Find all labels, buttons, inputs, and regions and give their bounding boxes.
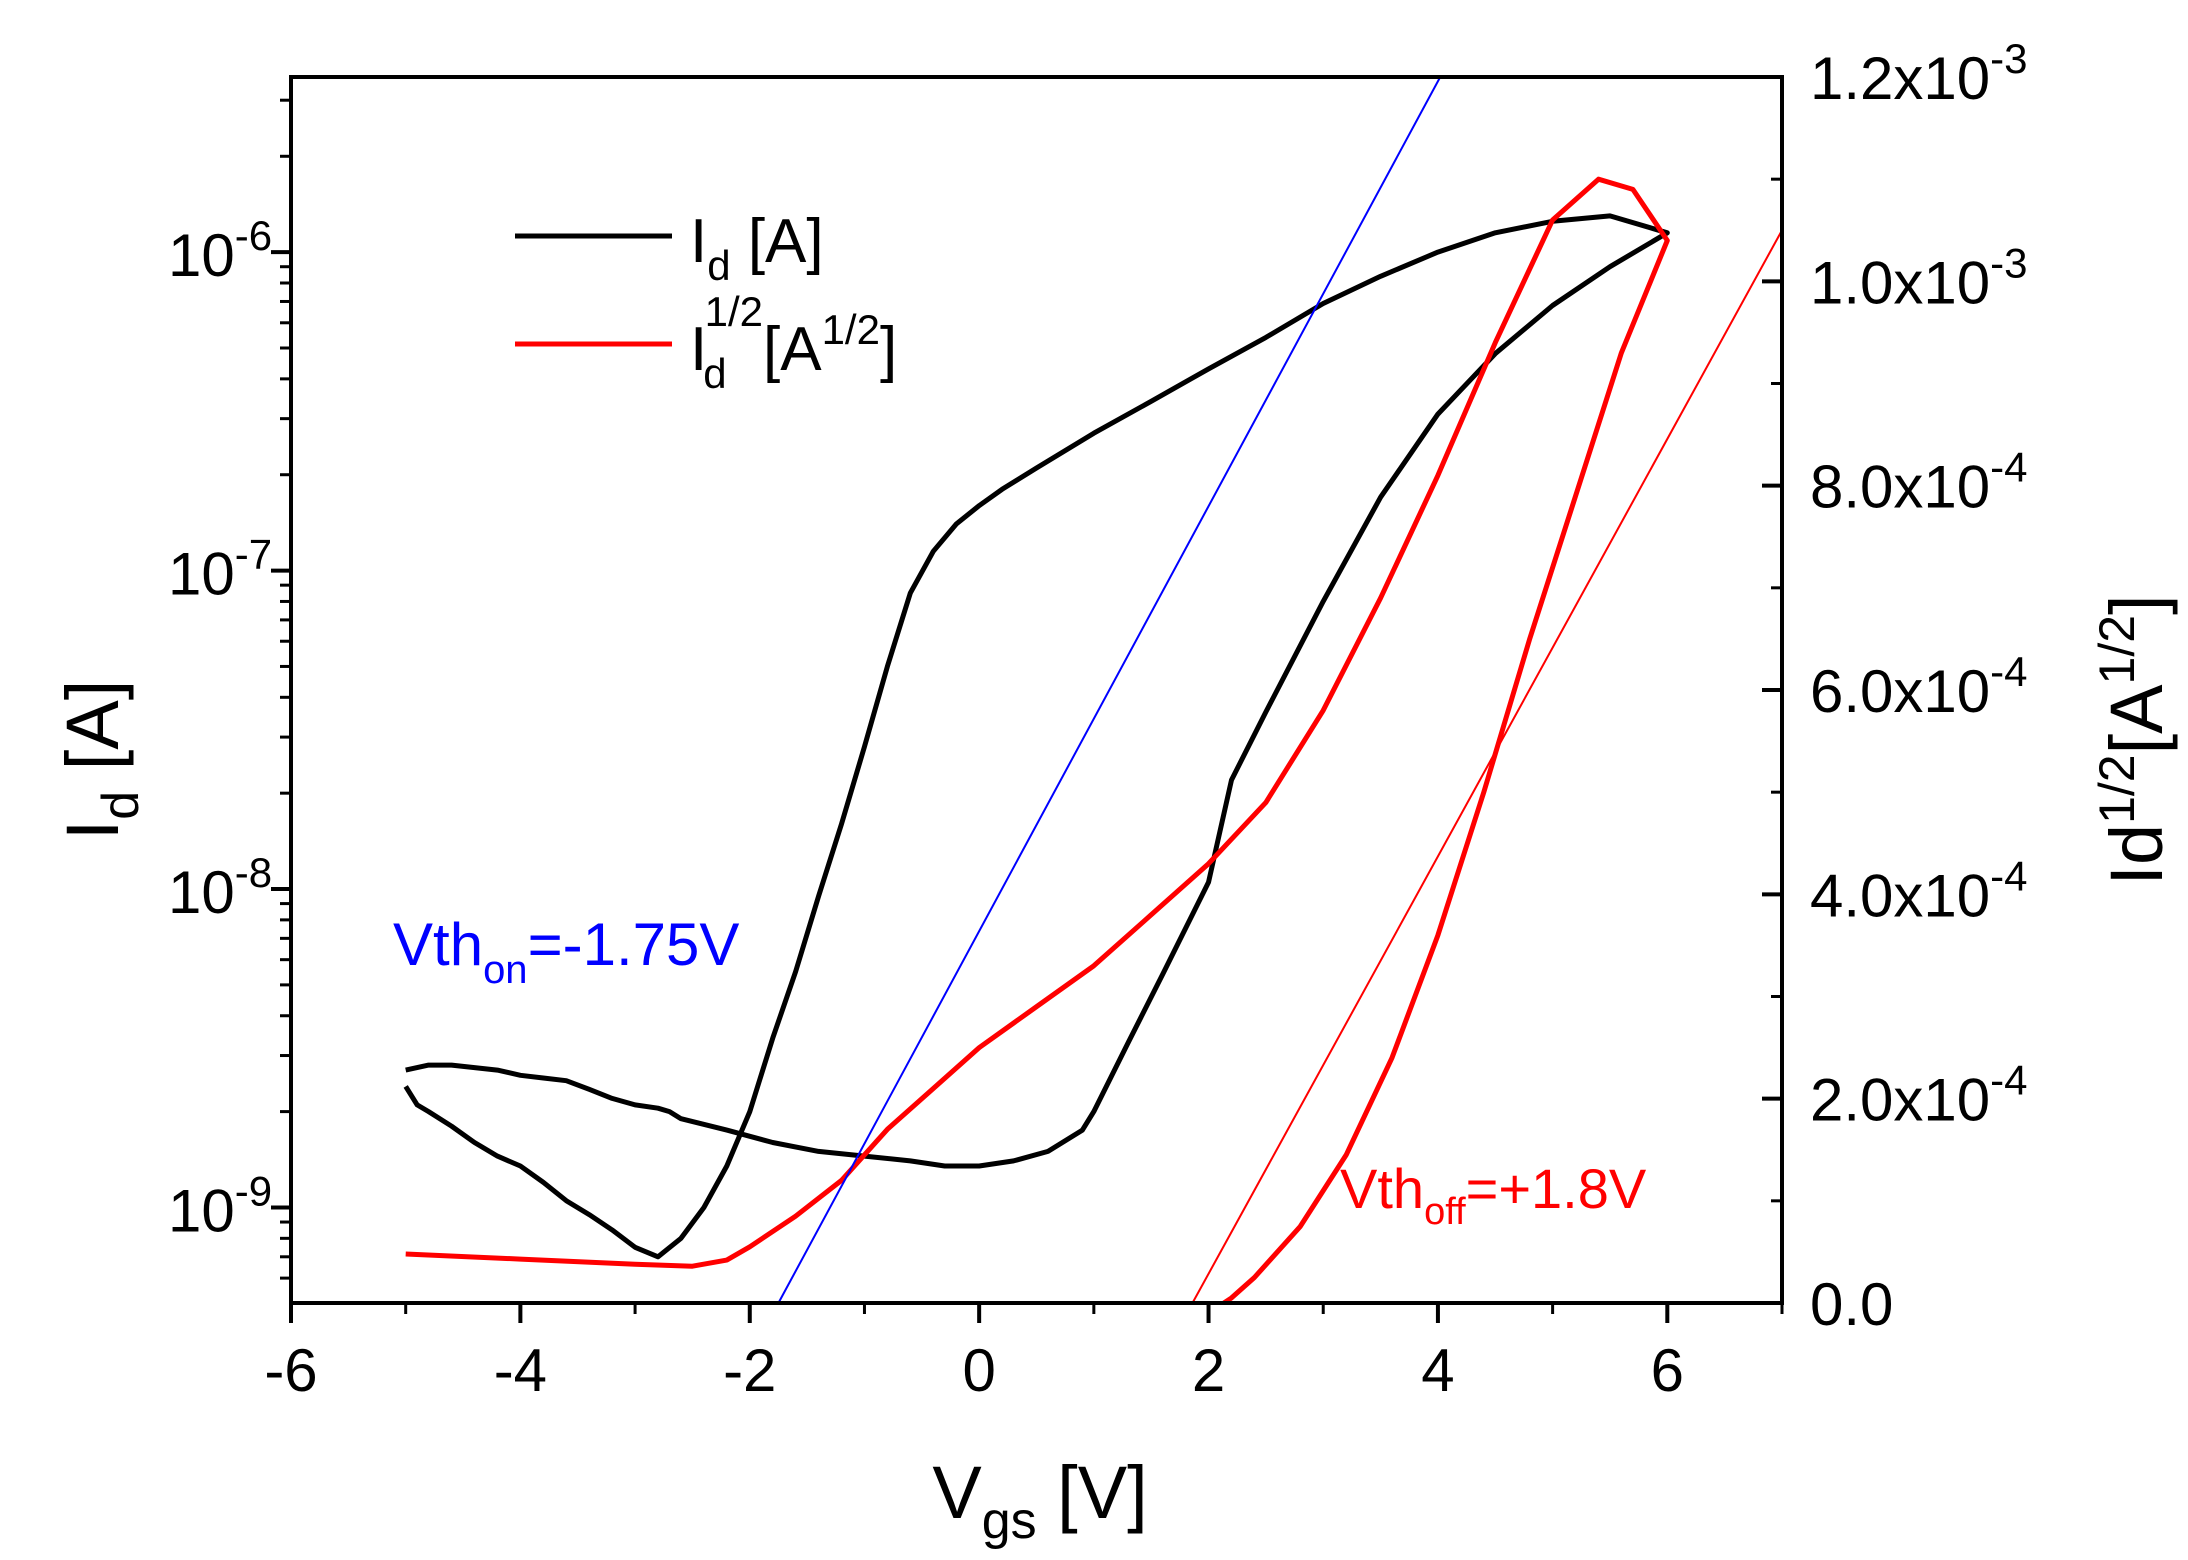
- y-right-axis-label: Id1/2[A1/2]: [2089, 594, 2178, 885]
- x-tick-label: 0: [962, 1337, 995, 1404]
- legend-label-id: Id [A]: [690, 207, 824, 289]
- x-tick-label: 4: [1421, 1337, 1454, 1404]
- x-tick-label: 6: [1651, 1337, 1684, 1404]
- y-right-tick-label: 0.0: [1810, 1271, 1893, 1338]
- series-0-line: [403, 213, 1670, 1260]
- y-right-tick-label: 8.0x10-4: [1810, 444, 2028, 521]
- y-right-tick-label: 2.0x10-4: [1810, 1057, 2028, 1134]
- y-left-tick-label: 10-7: [168, 531, 272, 608]
- legend: Id [A] Id1/2[A1/2]: [515, 207, 897, 397]
- x-tick-label: 2: [1192, 1337, 1225, 1404]
- y-left-tick-label: 10-8: [168, 849, 272, 926]
- x-tick-label: -2: [723, 1337, 776, 1404]
- y-left-axis-label: Id [A]: [51, 680, 150, 841]
- fit-line-1: [1191, 229, 1782, 1303]
- y-left-axis-ticks: 10-9 10-8 10-7 10-6: [168, 98, 291, 1280]
- x-tick-label: -4: [494, 1337, 547, 1404]
- x-tick-label: -6: [264, 1337, 317, 1404]
- y-left-tick-label: 10-6: [168, 212, 272, 289]
- x-axis-label: Vgs [V]: [932, 1451, 1147, 1550]
- y-right-axis-ticks: 0.0 2.0x10-4 4.0x10-4 6.0x10-4 8.0x10-4 1.0x1…: [1762, 35, 2028, 1338]
- annotation-vth-off: Vthoff=+1.8V: [1340, 1157, 1647, 1233]
- plot-frame: [289, 75, 1784, 1305]
- data-curves: [403, 77, 1782, 1303]
- y-right-tick-label: 6.0x10-4: [1810, 648, 2028, 725]
- annotation-vth-on: Vthon=-1.75V: [393, 911, 739, 992]
- legend-label-sqrt-id: Id1/2[A1/2]: [690, 288, 897, 397]
- y-left-tick-label: 10-9: [168, 1167, 272, 1244]
- y-right-tick-label: 1.0x10-3: [1810, 239, 2028, 316]
- y-right-tick-label: 1.2x10-3: [1810, 35, 2028, 112]
- fit-line-0: [777, 77, 1442, 1303]
- x-axis-ticks: -6 -4 -2 0 2 4 6: [264, 1303, 1784, 1404]
- y-right-tick-label: 4.0x10-4: [1810, 852, 2028, 929]
- series-1-line: [405, 176, 1670, 1303]
